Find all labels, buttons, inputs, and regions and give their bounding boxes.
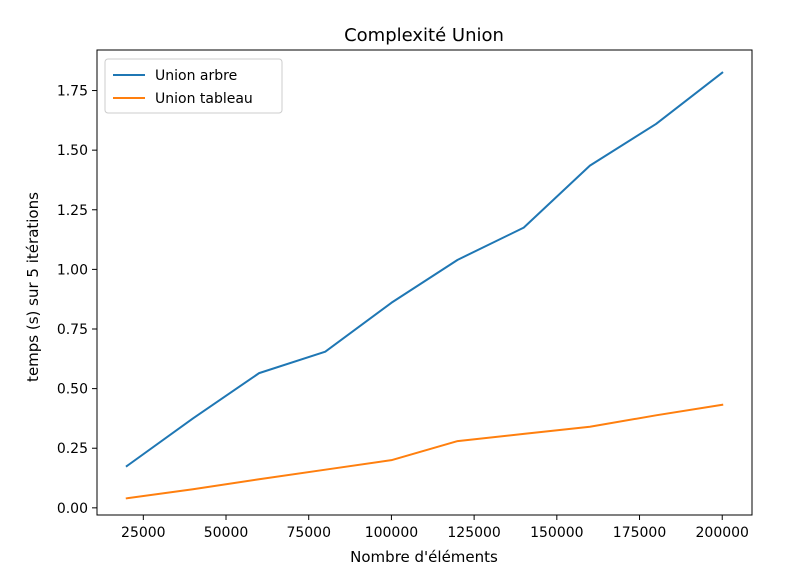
- x-tick-label: 25000: [121, 525, 166, 541]
- y-tick-label: 0.25: [57, 441, 88, 457]
- y-tick-label: 0.00: [57, 501, 88, 517]
- y-axis-label: temps (s) sur 5 itérations: [24, 192, 42, 382]
- y-tick-label: 1.25: [57, 203, 88, 219]
- y-tick-label: 1.50: [57, 143, 88, 159]
- x-tick-label: 50000: [204, 525, 249, 541]
- series-layer: [125, 71, 724, 500]
- y-tick-label: 1.75: [57, 84, 88, 100]
- x-tick-label: 150000: [530, 525, 583, 541]
- legend-box: [104, 58, 283, 114]
- y-tick-label: 0.75: [57, 322, 88, 338]
- plot-frame: [96, 49, 753, 516]
- x-tick-label: 200000: [696, 525, 749, 541]
- axes-layer: 25000 50000 75000 100000 125000 150000 175000 2…: [57, 49, 753, 541]
- x-axis-label: Nombre d'éléments: [350, 548, 498, 566]
- y-tick-label: 0.50: [57, 382, 88, 398]
- chart-title: Complexité Union: [344, 25, 504, 46]
- series-line-2: [125, 403, 724, 500]
- series-line-1: [125, 71, 724, 468]
- legend-label-1: Union arbre: [155, 68, 237, 84]
- x-tick-label: 100000: [365, 525, 418, 541]
- y-tick-label: 1.00: [57, 262, 88, 278]
- x-tick-label: 75000: [286, 525, 331, 541]
- x-tick-label: 125000: [447, 525, 500, 541]
- x-tick-label: 175000: [613, 525, 666, 541]
- legend: Union arbre Union tableau: [104, 58, 283, 114]
- legend-label-2: Union tableau: [155, 91, 253, 107]
